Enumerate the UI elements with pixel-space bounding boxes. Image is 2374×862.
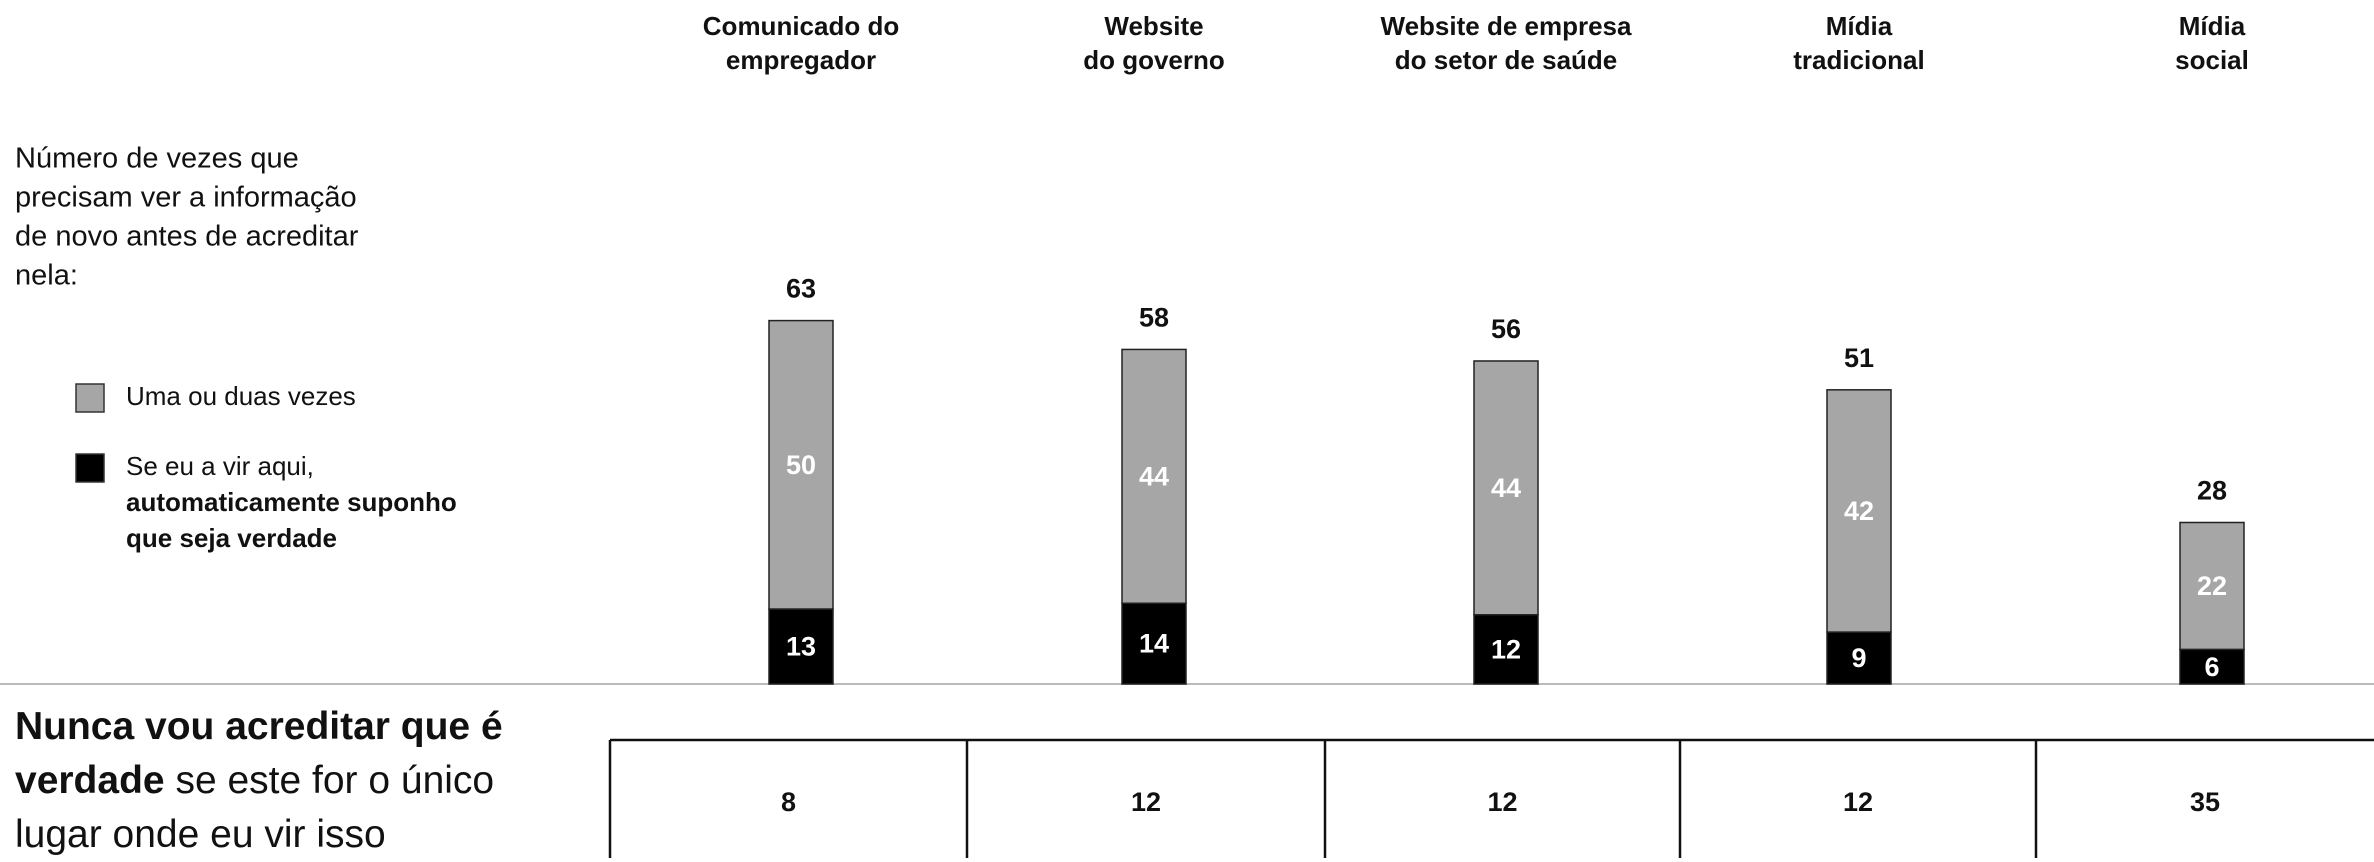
segment-label: 42 [1844,496,1874,526]
table-value: 12 [1843,787,1873,817]
category-label: Website de empresa [1381,11,1633,41]
category-label: Website [1104,11,1203,41]
footer-rest: se este for o único lugar onde eu vir is… [15,759,495,856]
category-label: Mídia [1826,11,1893,41]
legend-swatch [75,453,105,483]
table-value: 12 [1487,787,1517,817]
segment-label: 13 [786,632,816,662]
category-label: social [2175,45,2249,75]
note-line: precisam ver a informação [15,182,357,214]
category-label: tradicional [1793,45,1924,75]
bar-segment [2179,648,2245,685]
bar-segment [1826,389,1892,633]
category-label: do governo [1083,45,1225,75]
legend-swatch [75,383,105,413]
total-label: 63 [786,274,816,304]
category-label: empregador [726,45,876,75]
segment-label: 12 [1491,635,1521,665]
bar-segment [768,319,834,610]
segment-label: 50 [786,450,816,480]
legend-label: Uma ou duas vezes [126,381,356,411]
note-line: de novo antes de acreditar [15,221,359,253]
segment-label: 9 [1851,643,1866,673]
category-label: Mídia [2179,11,2246,41]
footer-bold: Nunca vou acreditar que é verdade [15,705,503,802]
segment-label: 44 [1491,473,1521,503]
bar-segment [1121,602,1187,685]
bar-segment [1121,348,1187,604]
bar-segment [1473,360,1539,616]
table-value: 12 [1131,787,1161,817]
legend-label: que seja verdade [126,523,337,553]
bar-segment [2179,521,2245,651]
segment-label: 44 [1139,461,1169,491]
total-label: 51 [1844,343,1874,373]
bar-segment [768,608,834,685]
note-line: Número de vezes que [15,143,299,175]
footer-note: Nunca vou acreditar que é verdade se est… [15,700,585,862]
legend-label: automaticamente suponho [126,487,457,517]
legend-label: Se eu a vir aqui, [126,451,314,481]
total-label: 58 [1139,303,1169,333]
segment-label: 14 [1139,629,1169,659]
category-label: Comunicado do [703,11,899,41]
table-value: 35 [2190,787,2220,817]
total-label: 28 [2197,476,2227,506]
segment-label: 6 [2204,652,2219,682]
note-line: nela: [15,260,78,292]
total-label: 56 [1491,314,1521,344]
bar-segment [1473,614,1539,685]
table-value: 8 [781,787,796,817]
segment-label: 22 [2197,571,2227,601]
category-label: do setor de saúde [1395,45,1618,75]
